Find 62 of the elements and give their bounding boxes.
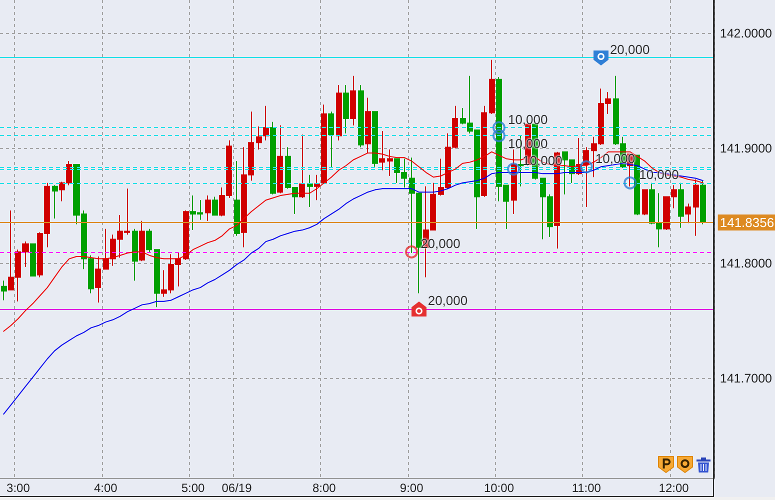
candlestick (205, 195, 211, 222)
y-tick-label: 142.0000 (720, 26, 772, 40)
candlestick (481, 105, 487, 198)
candlestick (387, 149, 393, 176)
candlestick (307, 174, 313, 208)
candlestick (139, 220, 145, 262)
candlestick (30, 243, 36, 277)
x-tick-label: 4:00 (94, 481, 118, 495)
annotation: 20,000 (610, 42, 650, 56)
candlestick (489, 59, 495, 114)
candlestick (299, 134, 305, 198)
candlestick (277, 124, 283, 194)
candlestick (365, 97, 371, 154)
candlestick (343, 84, 349, 134)
y-tick-label: 141.8000 (720, 256, 772, 270)
candlestick (95, 256, 101, 304)
candlestick (132, 228, 138, 282)
candlestick (270, 121, 276, 195)
point (492, 129, 506, 142)
annotation: 20,000 (428, 293, 468, 308)
candlestick (379, 130, 385, 171)
x-tick-label: 10:00 (484, 481, 514, 495)
candlestick (642, 189, 648, 216)
candlestick (154, 249, 160, 308)
candlestick (700, 180, 706, 225)
annotation: 10,000 (508, 112, 548, 127)
point (492, 121, 506, 134)
y-tick-label: 141.9000 (720, 141, 772, 156)
candlestick (358, 84, 364, 148)
candlestick (321, 104, 327, 185)
x-tick-label: 11:00 (572, 481, 602, 495)
candlestick (234, 160, 240, 236)
ref-line-label: 141.8356 (720, 214, 774, 230)
x-tick-label: 8:00 (312, 481, 336, 495)
candlestick (693, 178, 699, 236)
point (405, 245, 418, 258)
point (580, 160, 593, 174)
candlestick (256, 126, 262, 150)
candlestick (314, 174, 320, 201)
candlestick (372, 111, 378, 168)
candlestick (678, 182, 684, 228)
candlestick (328, 111, 334, 168)
candlestick (212, 196, 218, 216)
x-tick-label: 3:00 (6, 481, 30, 495)
annotation: 10,000 (522, 153, 562, 168)
candlestick (146, 228, 152, 252)
x-tick-label: 9:00 (400, 481, 424, 495)
candlestick (1, 280, 7, 301)
x-tick-label: 12:00 (658, 481, 690, 495)
x-tick-label: 5:00 (181, 481, 206, 495)
candlestick (583, 146, 589, 208)
x-tick-label: 06/19 (222, 481, 252, 495)
candlestick (52, 184, 58, 220)
candlestick (263, 105, 269, 141)
candlestick (183, 210, 189, 260)
y-tick-label: 141.7000 (720, 371, 772, 386)
candlestick (685, 203, 691, 224)
point (507, 162, 520, 176)
candlestick (350, 75, 356, 126)
line-series (3, 151, 704, 332)
candlestick (336, 84, 342, 141)
point (624, 176, 637, 190)
